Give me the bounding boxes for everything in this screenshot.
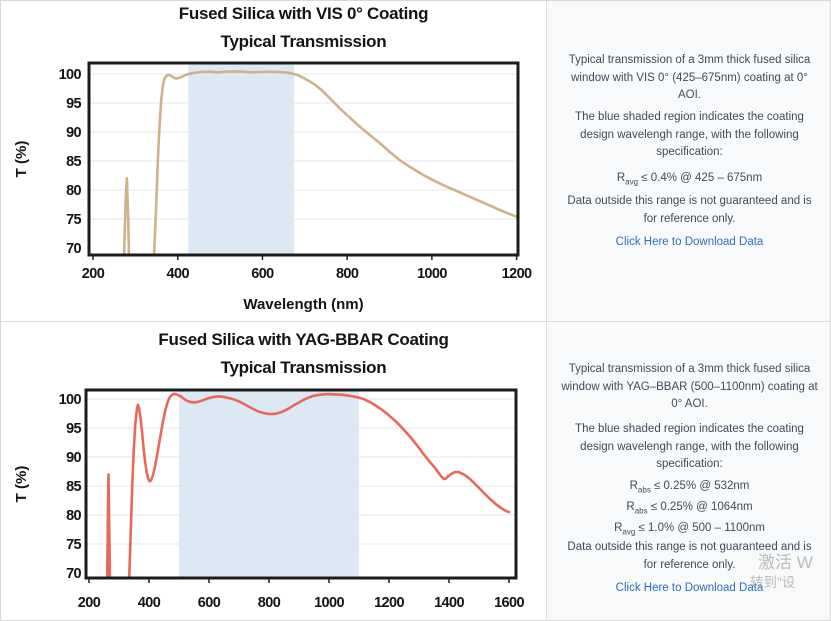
download-data-link[interactable]: Click Here to Download Data <box>615 236 764 248</box>
vis0-chart-title: Fused Silica with VIS 0° Coating <box>178 4 429 23</box>
windows-activation-watermark: 激活 W <box>758 553 813 572</box>
y-tick-label: 95 <box>66 96 81 112</box>
windows-activation-watermark: 转到"设 <box>750 575 796 590</box>
y-tick-label: 70 <box>66 241 81 257</box>
spec-line: Ravg ≤ 1.0% @ 500 – 1100nm <box>560 520 819 541</box>
y-tick-label: 100 <box>59 392 82 408</box>
column-divider <box>546 1 547 620</box>
yag-chart-subtitle: Typical Transmission <box>220 358 387 377</box>
vis0-chart-subtitle: Typical Transmission <box>220 32 387 51</box>
spec-subscript: abs <box>637 485 651 495</box>
download-data-link[interactable]: Click Here to Download Data <box>615 582 764 594</box>
vis0-transmission-curve <box>122 70 517 254</box>
spec-symbol: R <box>629 480 638 492</box>
y-tick-label: 90 <box>66 125 81 141</box>
info-column-background <box>547 1 830 620</box>
x-tick-label: 200 <box>78 595 101 611</box>
vis0-x-axis-label: Wavelength (nm) <box>243 296 364 313</box>
spec-value: ≤ 0.4% @ 425 – 675nm <box>638 172 763 184</box>
y-tick-label: 90 <box>66 450 81 466</box>
y-tick-label: 80 <box>66 183 81 199</box>
row-divider <box>1 321 830 322</box>
design-band <box>188 64 295 254</box>
vis0-disclaimer: Data outside this range is not guarantee… <box>567 195 812 225</box>
x-tick-label: 200 <box>82 266 105 282</box>
y-tick-label: 75 <box>66 537 81 553</box>
spec-value: ≤ 0.25% @ 532nm <box>650 480 750 492</box>
y-tick-label: 80 <box>66 508 81 524</box>
spec-subscript: avg <box>622 526 636 536</box>
x-tick-label: 1000 <box>314 595 344 611</box>
x-tick-label: 800 <box>258 595 281 611</box>
yag-transmission-chart: 200 400 600 800 1000 1200 1400 1600 100 95 90 85 80 7… <box>59 388 525 611</box>
spec-symbol: R <box>614 521 623 534</box>
y-tick-label: 85 <box>66 479 81 495</box>
x-tick-label: 1000 <box>417 266 447 282</box>
spec-subscript: avg <box>625 177 639 187</box>
yag-disclaimer: Data outside this range is not guarantee… <box>567 541 812 571</box>
x-tick-label: 800 <box>336 266 359 282</box>
x-tick-label: 400 <box>167 266 190 282</box>
y-tick-label: 75 <box>66 212 81 228</box>
plot-border <box>87 61 520 257</box>
x-tick-label: 1200 <box>374 595 404 611</box>
x-tick-label: 400 <box>138 595 161 611</box>
yag-chart-title: Fused Silica with YAG-BBAR Coating <box>158 330 449 349</box>
spec-symbol: R <box>616 172 626 184</box>
yag-description: Typical transmission of a 3mm thick fuse… <box>561 363 818 410</box>
y-tick-label: 85 <box>66 154 81 170</box>
vis0-band-note: The blue shaded region indicates the coa… <box>575 111 804 158</box>
x-tick-label: 1200 <box>502 266 532 282</box>
spec-line: Ravg ≤ 0.4% @ 425 – 675nm <box>560 170 819 191</box>
yag-spec-lines: Rabs ≤ 0.25% @ 532nm Rabs ≤ 0.25% @ 1064… <box>547 478 830 541</box>
spec-value: ≤ 1.0% @ 500 – 1100nm <box>635 521 765 534</box>
vis0-description: Typical transmission of a 3mm thick fuse… <box>568 54 811 101</box>
x-tick-label: 1400 <box>434 595 464 611</box>
y-tick-label: 100 <box>59 67 82 83</box>
spec-value: ≤ 0.25% @ 1064nm <box>647 500 753 513</box>
vis0-spec-lines: Ravg ≤ 0.4% @ 425 – 675nm <box>547 170 830 191</box>
spec-line: Rabs ≤ 0.25% @ 532nm <box>560 478 819 499</box>
spec-subscript: abs <box>634 506 648 516</box>
spec-line: Rabs ≤ 0.25% @ 1064nm <box>560 499 819 520</box>
y-tick-label: 70 <box>66 566 81 582</box>
spec-symbol: R <box>626 500 635 513</box>
design-band <box>179 391 359 577</box>
plot-border <box>84 388 518 580</box>
x-tick-label: 600 <box>198 595 221 611</box>
x-tick-label: 600 <box>251 266 274 282</box>
yag-bbar-transmission-curve <box>105 392 511 577</box>
x-tick-label: 1600 <box>494 595 524 611</box>
yag-band-note: The blue shaded region indicates the coa… <box>575 423 804 470</box>
vis0-transmission-chart: 200 400 600 800 1000 1200 100 95 90 85 80 75 70 <box>59 61 533 282</box>
y-tick-label: 95 <box>66 421 81 437</box>
